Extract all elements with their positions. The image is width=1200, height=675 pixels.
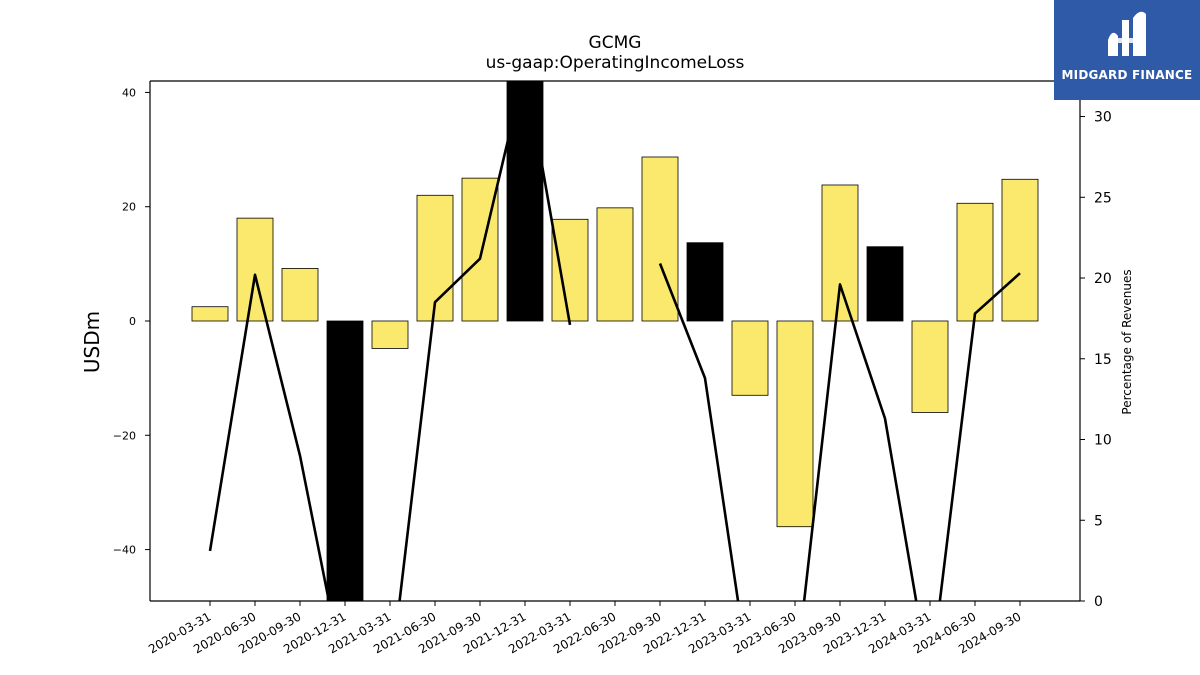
bar bbox=[866, 246, 904, 322]
bar bbox=[281, 268, 319, 322]
axes-layer: −40−20020400510152025302020-03-312020-06… bbox=[113, 80, 1112, 656]
y2-tick-label: 30 bbox=[1094, 110, 1112, 126]
chart-title: GCMG bbox=[589, 33, 642, 53]
bar bbox=[461, 177, 499, 322]
y-tick-label: −40 bbox=[113, 544, 136, 557]
bars-layer bbox=[191, 80, 1039, 602]
bar bbox=[776, 320, 814, 528]
y2-tick-label: 10 bbox=[1094, 433, 1112, 449]
bar bbox=[731, 320, 769, 396]
bar bbox=[551, 218, 589, 322]
bar bbox=[821, 184, 859, 322]
bar bbox=[686, 242, 724, 322]
chart-subtitle: us-gaap:OperatingIncomeLoss bbox=[486, 53, 745, 73]
percentage-line bbox=[208, 81, 572, 601]
bar bbox=[596, 207, 634, 322]
y2-tick-label: 5 bbox=[1094, 513, 1103, 529]
line-layer bbox=[208, 81, 1021, 601]
brand-name: MIDGARD FINANCE bbox=[1061, 68, 1193, 82]
bar bbox=[371, 320, 409, 349]
midgard-logo-icon bbox=[1108, 11, 1146, 56]
y2-tick-label: 20 bbox=[1094, 271, 1112, 287]
bar bbox=[191, 306, 229, 322]
y-tick-label: −20 bbox=[113, 429, 136, 442]
y-tick-label: 20 bbox=[122, 201, 136, 214]
y2-tick-label: 0 bbox=[1094, 594, 1103, 610]
bar bbox=[416, 194, 454, 322]
y-tick-label: 0 bbox=[129, 315, 136, 328]
bar bbox=[326, 320, 364, 602]
bar bbox=[911, 320, 949, 413]
y-axis-label: USDm bbox=[80, 311, 104, 373]
percentage-line bbox=[658, 263, 1021, 601]
y2-axis-label: Percentage of Revenues bbox=[1120, 269, 1134, 414]
y2-tick-label: 15 bbox=[1094, 352, 1112, 368]
y2-tick-label: 25 bbox=[1094, 190, 1112, 206]
midgard-finance-logo: MIDGARD FINANCE bbox=[1054, 0, 1200, 100]
y-tick-label: 40 bbox=[122, 86, 136, 99]
bar bbox=[1001, 178, 1039, 322]
bar bbox=[236, 217, 274, 322]
